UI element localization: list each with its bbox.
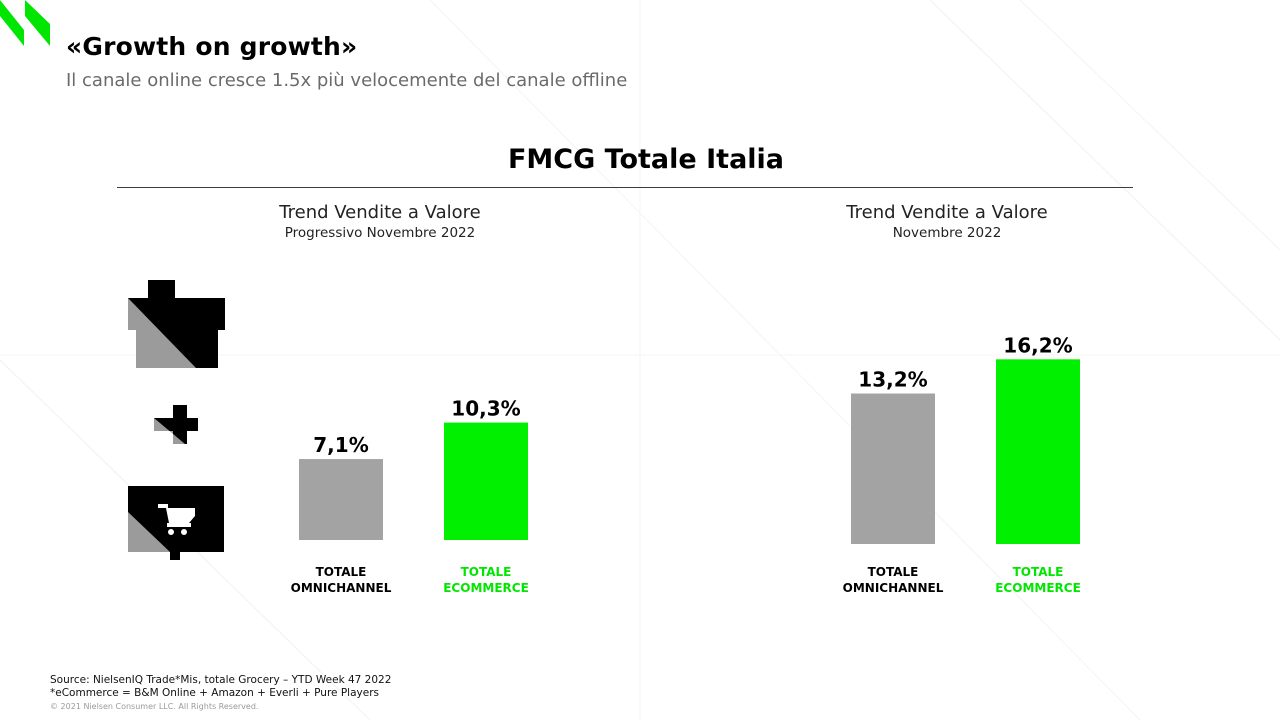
section-divider — [117, 187, 1133, 188]
chart-2-novembre: 13,2% TOTALE OMNICHANNEL 16,2% TOTALE ECOMMER… — [843, 333, 1081, 595]
data-label: 10,3% — [451, 397, 520, 421]
section-title: FMCG Totale Italia — [507, 144, 785, 175]
chart-1-subtitle: Progressivo Novembre 2022 — [284, 225, 476, 241]
channel-icons — [128, 280, 225, 560]
category-label: TOTALE — [1013, 565, 1064, 579]
ecommerce-note: *eCommerce = B&M Online + Amazon + Everl… — [50, 687, 379, 699]
copyright: © 2021 Nielsen Consumer LLC. All Rights … — [50, 702, 259, 711]
store-icon — [128, 280, 225, 368]
bar-omnichannel — [299, 459, 383, 540]
data-label: 13,2% — [858, 368, 927, 392]
category-label: TOTALE — [868, 565, 919, 579]
chart-1-progressivo: 7,1% TOTALE OMNICHANNEL 10,3% TOTALE ECOMMERC… — [291, 397, 529, 595]
plus-icon — [154, 405, 198, 444]
data-label: 7,1% — [313, 433, 368, 457]
data-label: 16,2% — [1003, 333, 1072, 357]
page-title: «Growth on growth» — [66, 32, 358, 61]
brand-logo — [0, 0, 50, 46]
source-note: Source: NielsenIQ Trade*Mis, totale Groc… — [50, 674, 392, 686]
chart-1-header: Trend Vendite a Valore Progressivo Novem… — [180, 202, 580, 241]
category-label: OMNICHANNEL — [843, 581, 944, 595]
chart-2-title: Trend Vendite a Valore — [846, 202, 1048, 223]
page-subtitle: Il canale online cresce 1.5x più velocem… — [66, 70, 628, 91]
chart-1-title: Trend Vendite a Valore — [279, 202, 481, 223]
footer: Source: NielsenIQ Trade*Mis, totale Groc… — [50, 674, 391, 713]
category-label: TOTALE — [461, 565, 512, 579]
category-label: ECOMMERCE — [443, 581, 529, 595]
bar-ecommerce — [996, 359, 1080, 544]
chart-2-header: Trend Vendite a Valore Novembre 2022 — [747, 202, 1147, 241]
chart-2-subtitle: Novembre 2022 — [892, 225, 1002, 241]
cart-screen-icon — [128, 486, 224, 560]
category-label: OMNICHANNEL — [291, 581, 392, 595]
category-label: ECOMMERCE — [995, 581, 1081, 595]
category-label: TOTALE — [316, 565, 367, 579]
bar-omnichannel — [851, 393, 935, 544]
bar-ecommerce — [444, 422, 528, 540]
